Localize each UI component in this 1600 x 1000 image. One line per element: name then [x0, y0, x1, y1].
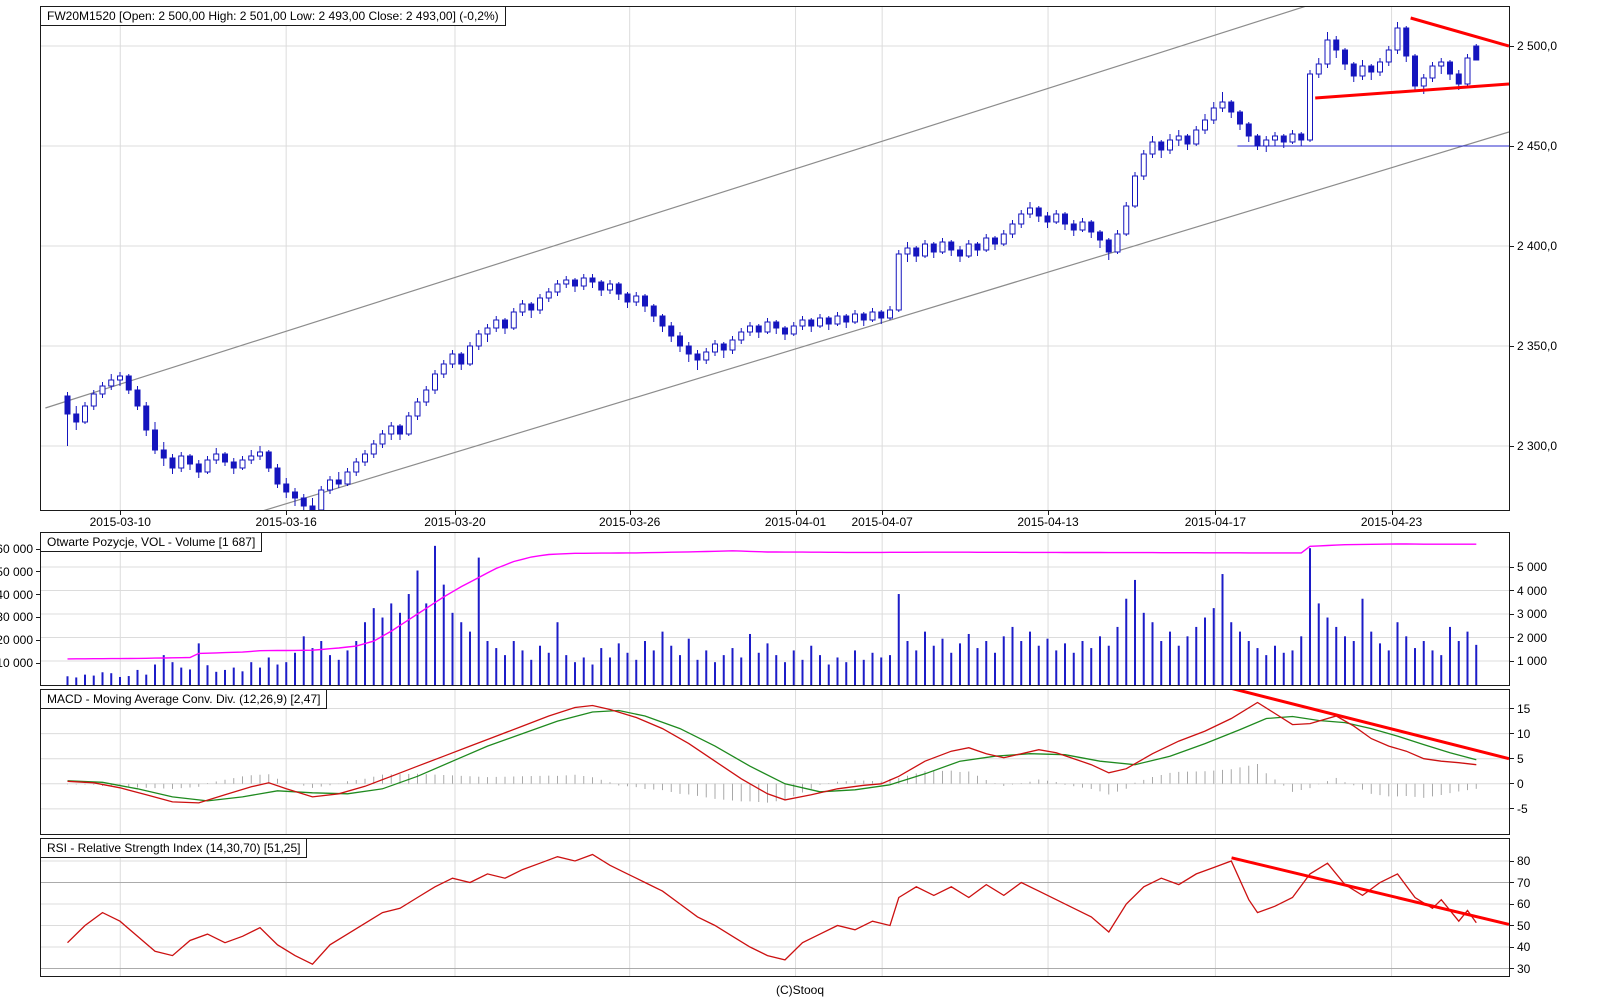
date-tick — [1048, 511, 1050, 515]
date-tick — [1215, 511, 1217, 515]
date-label: 2015-04-23 — [1360, 515, 1423, 529]
open-interest-tick-label: 40 000 — [0, 588, 40, 602]
macd-panel — [40, 689, 1510, 835]
macd-tick-label: -5 — [1510, 802, 1528, 816]
volume-title-box: Otwarte Pozycje, VOL - Volume [1 687] — [40, 532, 263, 552]
macd-tick-label: 15 — [1510, 702, 1530, 716]
volume-tick-label: 4 000 — [1510, 584, 1547, 598]
price-tick-label: 2 300,0 — [1510, 439, 1557, 453]
rsi-title: RSI - Relative Strength Index (14,30,70)… — [47, 841, 301, 855]
price-title-box: FW20M1520 [Open: 2 500,00 High: 2 501,00… — [40, 6, 506, 26]
macd-title: MACD - Moving Average Conv. Div. (12,26,… — [47, 692, 321, 706]
rsi-chart-canvas — [41, 839, 1509, 976]
volume-panel — [40, 532, 1510, 686]
open-interest-tick-label: 20 000 — [0, 633, 40, 647]
copyright-label: (C)Stooq — [775, 983, 825, 997]
date-tick — [795, 511, 797, 515]
volume-title: Otwarte Pozycje, VOL - Volume [1 687] — [47, 535, 256, 549]
price-title: FW20M1520 [Open: 2 500,00 High: 2 501,00… — [47, 9, 499, 23]
date-label: 2015-04-13 — [1017, 515, 1079, 529]
date-label: 2015-04-17 — [1184, 515, 1247, 529]
date-label: 2015-03-26 — [598, 515, 661, 529]
volume-tick-label: 1 000 — [1510, 654, 1547, 668]
date-label: 2015-03-20 — [424, 515, 486, 529]
volume-tick-label: 2 000 — [1510, 631, 1547, 645]
date-tick — [882, 511, 884, 515]
date-label: 2015-03-16 — [255, 515, 317, 529]
rsi-panel — [40, 838, 1510, 977]
date-label: 2015-04-01 — [764, 515, 827, 529]
price-tick-label: 2 350,0 — [1510, 339, 1557, 353]
volume-tick-label: 5 000 — [1510, 560, 1547, 574]
macd-tick-label: 5 — [1510, 752, 1524, 766]
date-tick — [286, 511, 288, 515]
rsi-tick-label: 30 — [1510, 962, 1530, 976]
macd-tick-label: 0 — [1510, 777, 1524, 791]
price-tick-label: 2 400,0 — [1510, 239, 1557, 253]
volume-chart-canvas — [41, 533, 1509, 685]
macd-title-box: MACD - Moving Average Conv. Div. (12,26,… — [40, 689, 328, 709]
price-chart-canvas — [41, 7, 1509, 510]
date-tick — [1391, 511, 1393, 515]
price-tick-label: 2 450,0 — [1510, 139, 1557, 153]
volume-tick-label: 3 000 — [1510, 607, 1547, 621]
date-tick — [629, 511, 631, 515]
date-tick — [454, 511, 456, 515]
open-interest-tick-label: 50 000 — [0, 565, 40, 579]
rsi-tick-label: 50 — [1510, 919, 1530, 933]
open-interest-tick-label: 30 000 — [0, 610, 40, 624]
price-panel — [40, 6, 1510, 511]
rsi-tick-label: 80 — [1510, 854, 1530, 868]
date-tick — [120, 511, 122, 515]
rsi-tick-label: 40 — [1510, 940, 1530, 954]
rsi-tick-label: 70 — [1510, 876, 1530, 890]
macd-tick-label: 10 — [1510, 727, 1530, 741]
open-interest-tick-label: 10 000 — [0, 656, 40, 670]
date-label: 2015-03-10 — [89, 515, 151, 529]
date-label: 2015-04-07 — [851, 515, 913, 529]
price-tick-label: 2 500,0 — [1510, 39, 1557, 53]
rsi-title-box: RSI - Relative Strength Index (14,30,70)… — [40, 838, 308, 858]
open-interest-tick-label: 60 000 — [0, 542, 40, 556]
macd-chart-canvas — [41, 690, 1509, 834]
rsi-tick-label: 60 — [1510, 897, 1530, 911]
